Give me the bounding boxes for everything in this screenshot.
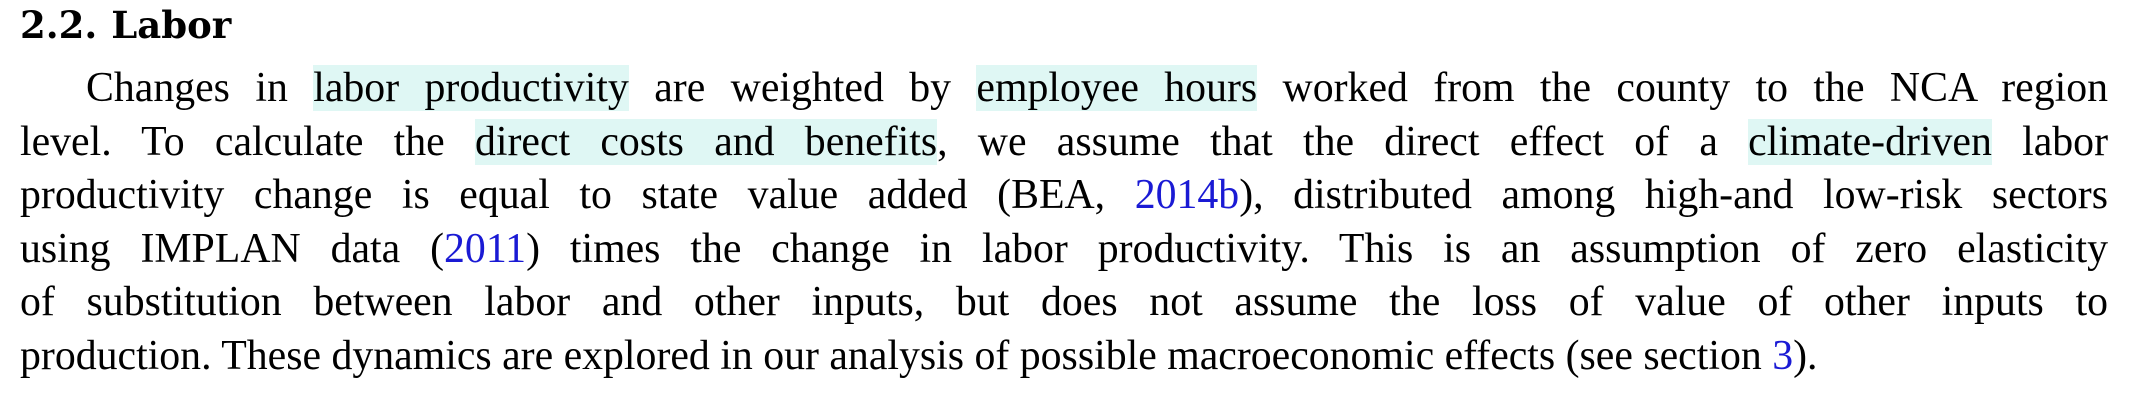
text-span: production. These dynamics are explored …	[20, 332, 1773, 379]
text-span: ), distributed among high-and low-risk s…	[1239, 172, 2108, 218]
paragraph-line-1: Changes in labor productivity are weight…	[20, 62, 2108, 116]
paragraph-line-6: production. These dynamics are explored …	[20, 330, 2108, 384]
text-span: using IMPLAN data (	[20, 225, 445, 272]
paragraph-line-5: of substitution between labor and other …	[20, 276, 2108, 330]
text-span: Changes in	[86, 65, 314, 111]
text-span: , we assume that the direct effect of a	[937, 118, 1749, 165]
text-span: of substitution between labor and other …	[20, 279, 2108, 325]
paragraph-line-4: using IMPLAN data (2011) times the chang…	[20, 223, 2108, 277]
text-span: productivity change is equal to state va…	[20, 172, 1135, 218]
highlighted-term-employee-hours: employee hours	[976, 65, 1258, 111]
text-span: labor	[1991, 118, 2108, 165]
text-span: worked from the county to the NCA region	[1257, 65, 2108, 111]
section-title: Labor	[111, 3, 232, 47]
paragraph-line-2: level. To calculate the direct costs and…	[20, 116, 2108, 170]
section-number: 2.2.	[20, 3, 98, 47]
paragraph-line-3: productivity change is equal to state va…	[20, 169, 2108, 223]
body-paragraph: Changes in labor productivity are weight…	[20, 62, 2108, 383]
section-link-3[interactable]: 3	[1772, 332, 1794, 379]
citation-link-implan-2011[interactable]: 2011	[444, 225, 527, 272]
text-span: are weighted by	[628, 65, 977, 111]
section-heading: 2.2. Labor	[20, 0, 231, 50]
text-span: ) times the change in labor productivity…	[526, 225, 2108, 272]
text-span: level. To calculate the	[20, 118, 475, 165]
text-span: ).	[1793, 332, 1818, 379]
highlighted-term-labor-productivity: labor productivity	[313, 65, 629, 111]
citation-link-bea-2014b[interactable]: 2014b	[1134, 172, 1240, 218]
highlighted-term-direct-costs: direct costs and benefits	[474, 118, 938, 165]
highlighted-term-climate-driven: climate-driven	[1748, 118, 1992, 165]
